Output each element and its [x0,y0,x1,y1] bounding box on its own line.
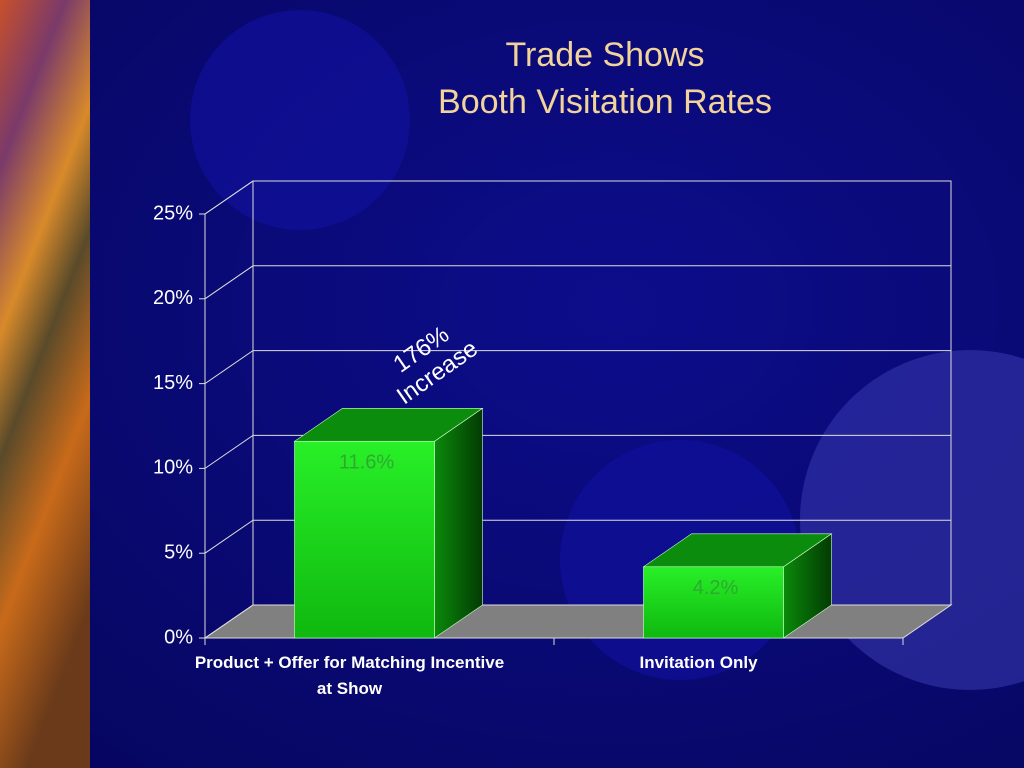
y-tick-label: 10% [153,457,193,479]
y-tick-label: 5% [164,541,193,563]
gear-decoration [190,10,410,230]
data-label: 11.6% [339,452,394,474]
bar-side [434,407,483,639]
grid-line [204,350,951,385]
x-tick-label: Invitation Only [639,653,758,672]
y-tick-label: 0% [164,626,193,648]
y-tick-label: 15% [153,372,193,394]
plot: 0%5%10%15%20%25%11.6%4.2%176%Increase [153,180,953,648]
y-tick-label: 25% [153,202,193,224]
image-strip [0,0,90,768]
grid-line [204,434,951,469]
data-label: 4.2% [693,577,739,599]
chart-subtitle: Booth Visitation Rates [438,83,772,121]
grid-line [204,519,951,554]
x-tick-label: Product + Offer for Matching Incentive a… [194,653,505,698]
grid-line [204,265,951,300]
y-tick-label: 20% [153,287,193,309]
bar [294,440,435,639]
bar [643,566,784,639]
chart-title: Trade Shows [505,36,704,74]
grid-line [204,180,951,215]
